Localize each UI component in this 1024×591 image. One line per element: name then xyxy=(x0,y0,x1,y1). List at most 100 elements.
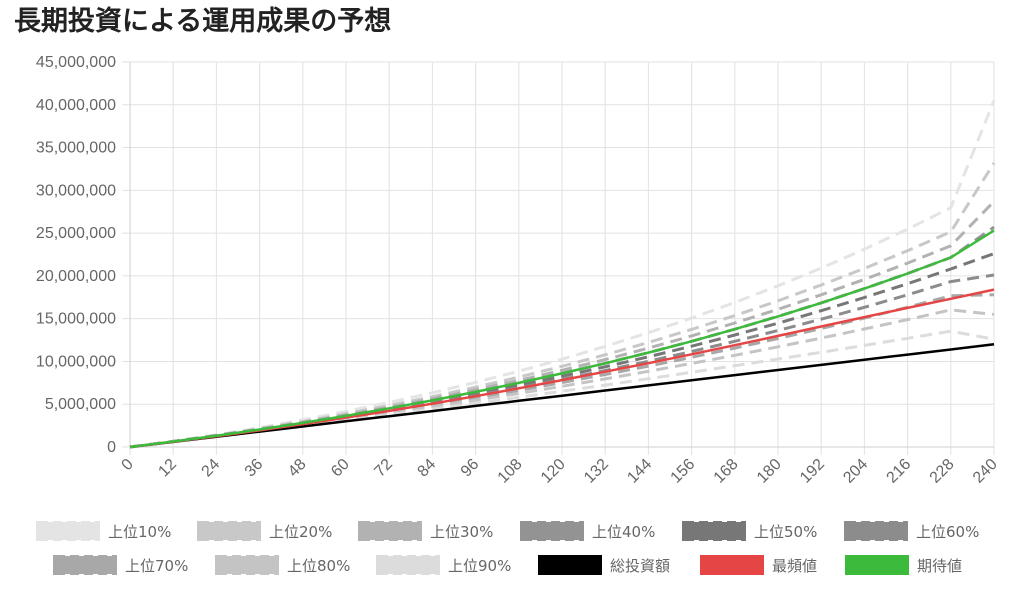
legend-label-4[interactable]: 上位50% xyxy=(754,523,817,541)
x-tick-label: 204 xyxy=(840,456,871,487)
legend-swatch-notch xyxy=(574,519,579,522)
x-tick-label: 216 xyxy=(884,456,915,487)
x-tick-label: 48 xyxy=(285,456,310,481)
legend-swatch-notch xyxy=(856,519,861,522)
y-tick-label: 0 xyxy=(107,439,116,456)
x-tick-label: 72 xyxy=(371,456,396,481)
legend-swatch-notch xyxy=(736,519,741,522)
series-line-4 xyxy=(129,252,995,449)
legend-swatch-notch xyxy=(384,540,389,543)
legend-swatch-notch xyxy=(93,553,98,556)
series-line-8 xyxy=(129,329,995,449)
legend-swatch-notch xyxy=(532,540,537,543)
series-line-7 xyxy=(129,308,995,449)
legend-swatch-notch xyxy=(898,519,903,522)
y-tick-label: 35,000,000 xyxy=(36,140,116,157)
legend-swatch-notch xyxy=(90,540,95,543)
legend-swatch-5[interactable] xyxy=(844,521,908,541)
y-tick-label: 15,000,000 xyxy=(36,311,116,328)
legend-swatch-notch xyxy=(884,519,889,522)
legend-swatch-7[interactable] xyxy=(215,555,279,575)
legend-label-3[interactable]: 上位40% xyxy=(592,523,655,541)
legend-swatch-notch xyxy=(65,553,70,556)
legend-label-2[interactable]: 上位30% xyxy=(430,523,493,541)
series-line-9 xyxy=(129,343,995,449)
legend-swatch-notch xyxy=(388,574,393,577)
legend-label-10[interactable]: 最頻値 xyxy=(772,557,817,575)
legend-swatch-notch xyxy=(255,553,260,556)
x-tick-label: 132 xyxy=(581,456,612,487)
legend-swatch-notch xyxy=(241,553,246,556)
legend-swatch-notch xyxy=(79,553,84,556)
legend-swatch-9[interactable] xyxy=(538,555,602,575)
legend-swatch-notch xyxy=(269,553,274,556)
legend-swatch-notch xyxy=(430,553,435,556)
x-tick-label: 120 xyxy=(538,456,569,487)
legend-swatch-notch xyxy=(223,540,228,543)
legend-swatch-notch xyxy=(48,519,53,522)
x-tick-label: 180 xyxy=(754,456,785,487)
legend-label-5[interactable]: 上位60% xyxy=(916,523,979,541)
legend-swatch-3[interactable] xyxy=(520,521,584,541)
legend-swatch-notch xyxy=(65,574,70,577)
legend-swatch-notch xyxy=(546,519,551,522)
legend-swatch-notch xyxy=(694,519,699,522)
legend-swatch-notch xyxy=(93,574,98,577)
y-tick-label: 30,000,000 xyxy=(36,182,116,199)
legend-swatch-notch xyxy=(722,519,727,522)
legend-swatch-notch xyxy=(62,519,67,522)
legend-label-7[interactable]: 上位80% xyxy=(287,557,350,575)
legend-swatch-notch xyxy=(62,540,67,543)
x-tick-label: 96 xyxy=(458,456,483,481)
page-title: 長期投資による運用成果の予想 xyxy=(14,6,392,37)
legend-swatch-1[interactable] xyxy=(197,521,261,541)
x-tick-label: 108 xyxy=(495,456,526,487)
legend-swatch-notch xyxy=(76,540,81,543)
legend-swatch-notch xyxy=(398,540,403,543)
legend-swatch-2[interactable] xyxy=(358,521,422,541)
legend-swatch-notch xyxy=(370,519,375,522)
x-tick-label: 0 xyxy=(119,456,137,474)
x-tick-label: 156 xyxy=(668,456,699,487)
legend-swatch-notch xyxy=(90,519,95,522)
legend-label-6[interactable]: 上位70% xyxy=(125,557,188,575)
x-tick-label: 12 xyxy=(155,456,180,481)
legend-swatch-notch xyxy=(48,540,53,543)
legend-swatch-notch xyxy=(708,540,713,543)
legend-label-8[interactable]: 上位90% xyxy=(448,557,511,575)
legend-swatch-notch xyxy=(251,540,256,543)
legend-swatch-8[interactable] xyxy=(376,555,440,575)
legend-swatch-notch xyxy=(237,540,242,543)
legend-label-1[interactable]: 上位20% xyxy=(269,523,332,541)
series-line-6 xyxy=(129,293,995,449)
legend-swatch-notch xyxy=(79,574,84,577)
x-tick-label: 84 xyxy=(415,456,440,481)
x-tick-label: 228 xyxy=(927,456,958,487)
y-tick-label: 10,000,000 xyxy=(36,353,116,370)
y-tick-label: 40,000,000 xyxy=(36,97,116,114)
legend-swatch-notch xyxy=(227,574,232,577)
legend-swatch-11[interactable] xyxy=(845,555,909,575)
legend-label-0[interactable]: 上位10% xyxy=(108,523,171,541)
legend-swatch-notch xyxy=(209,519,214,522)
x-tick-label: 240 xyxy=(970,456,1001,487)
legend-label-9[interactable]: 総投資額 xyxy=(610,557,670,575)
legend-swatch-notch xyxy=(898,540,903,543)
legend-label-11[interactable]: 期待値 xyxy=(917,557,962,575)
legend-swatch-notch xyxy=(722,540,727,543)
legend-swatch-notch xyxy=(370,540,375,543)
legend-swatch-notch xyxy=(412,540,417,543)
legend-swatch-notch xyxy=(856,540,861,543)
legend-swatch-10[interactable] xyxy=(700,555,764,575)
x-tick-label: 60 xyxy=(328,456,353,481)
series-line-2 xyxy=(129,200,996,449)
legend-swatch-notch xyxy=(736,540,741,543)
y-tick-label: 20,000,000 xyxy=(36,268,116,285)
legend-swatch-4[interactable] xyxy=(682,521,746,541)
legend-swatch-0[interactable] xyxy=(36,521,100,541)
legend-swatch-6[interactable] xyxy=(53,555,117,575)
series-line-1 xyxy=(129,162,996,449)
legend-swatch-notch xyxy=(416,574,421,577)
legend-swatch-notch xyxy=(227,553,232,556)
